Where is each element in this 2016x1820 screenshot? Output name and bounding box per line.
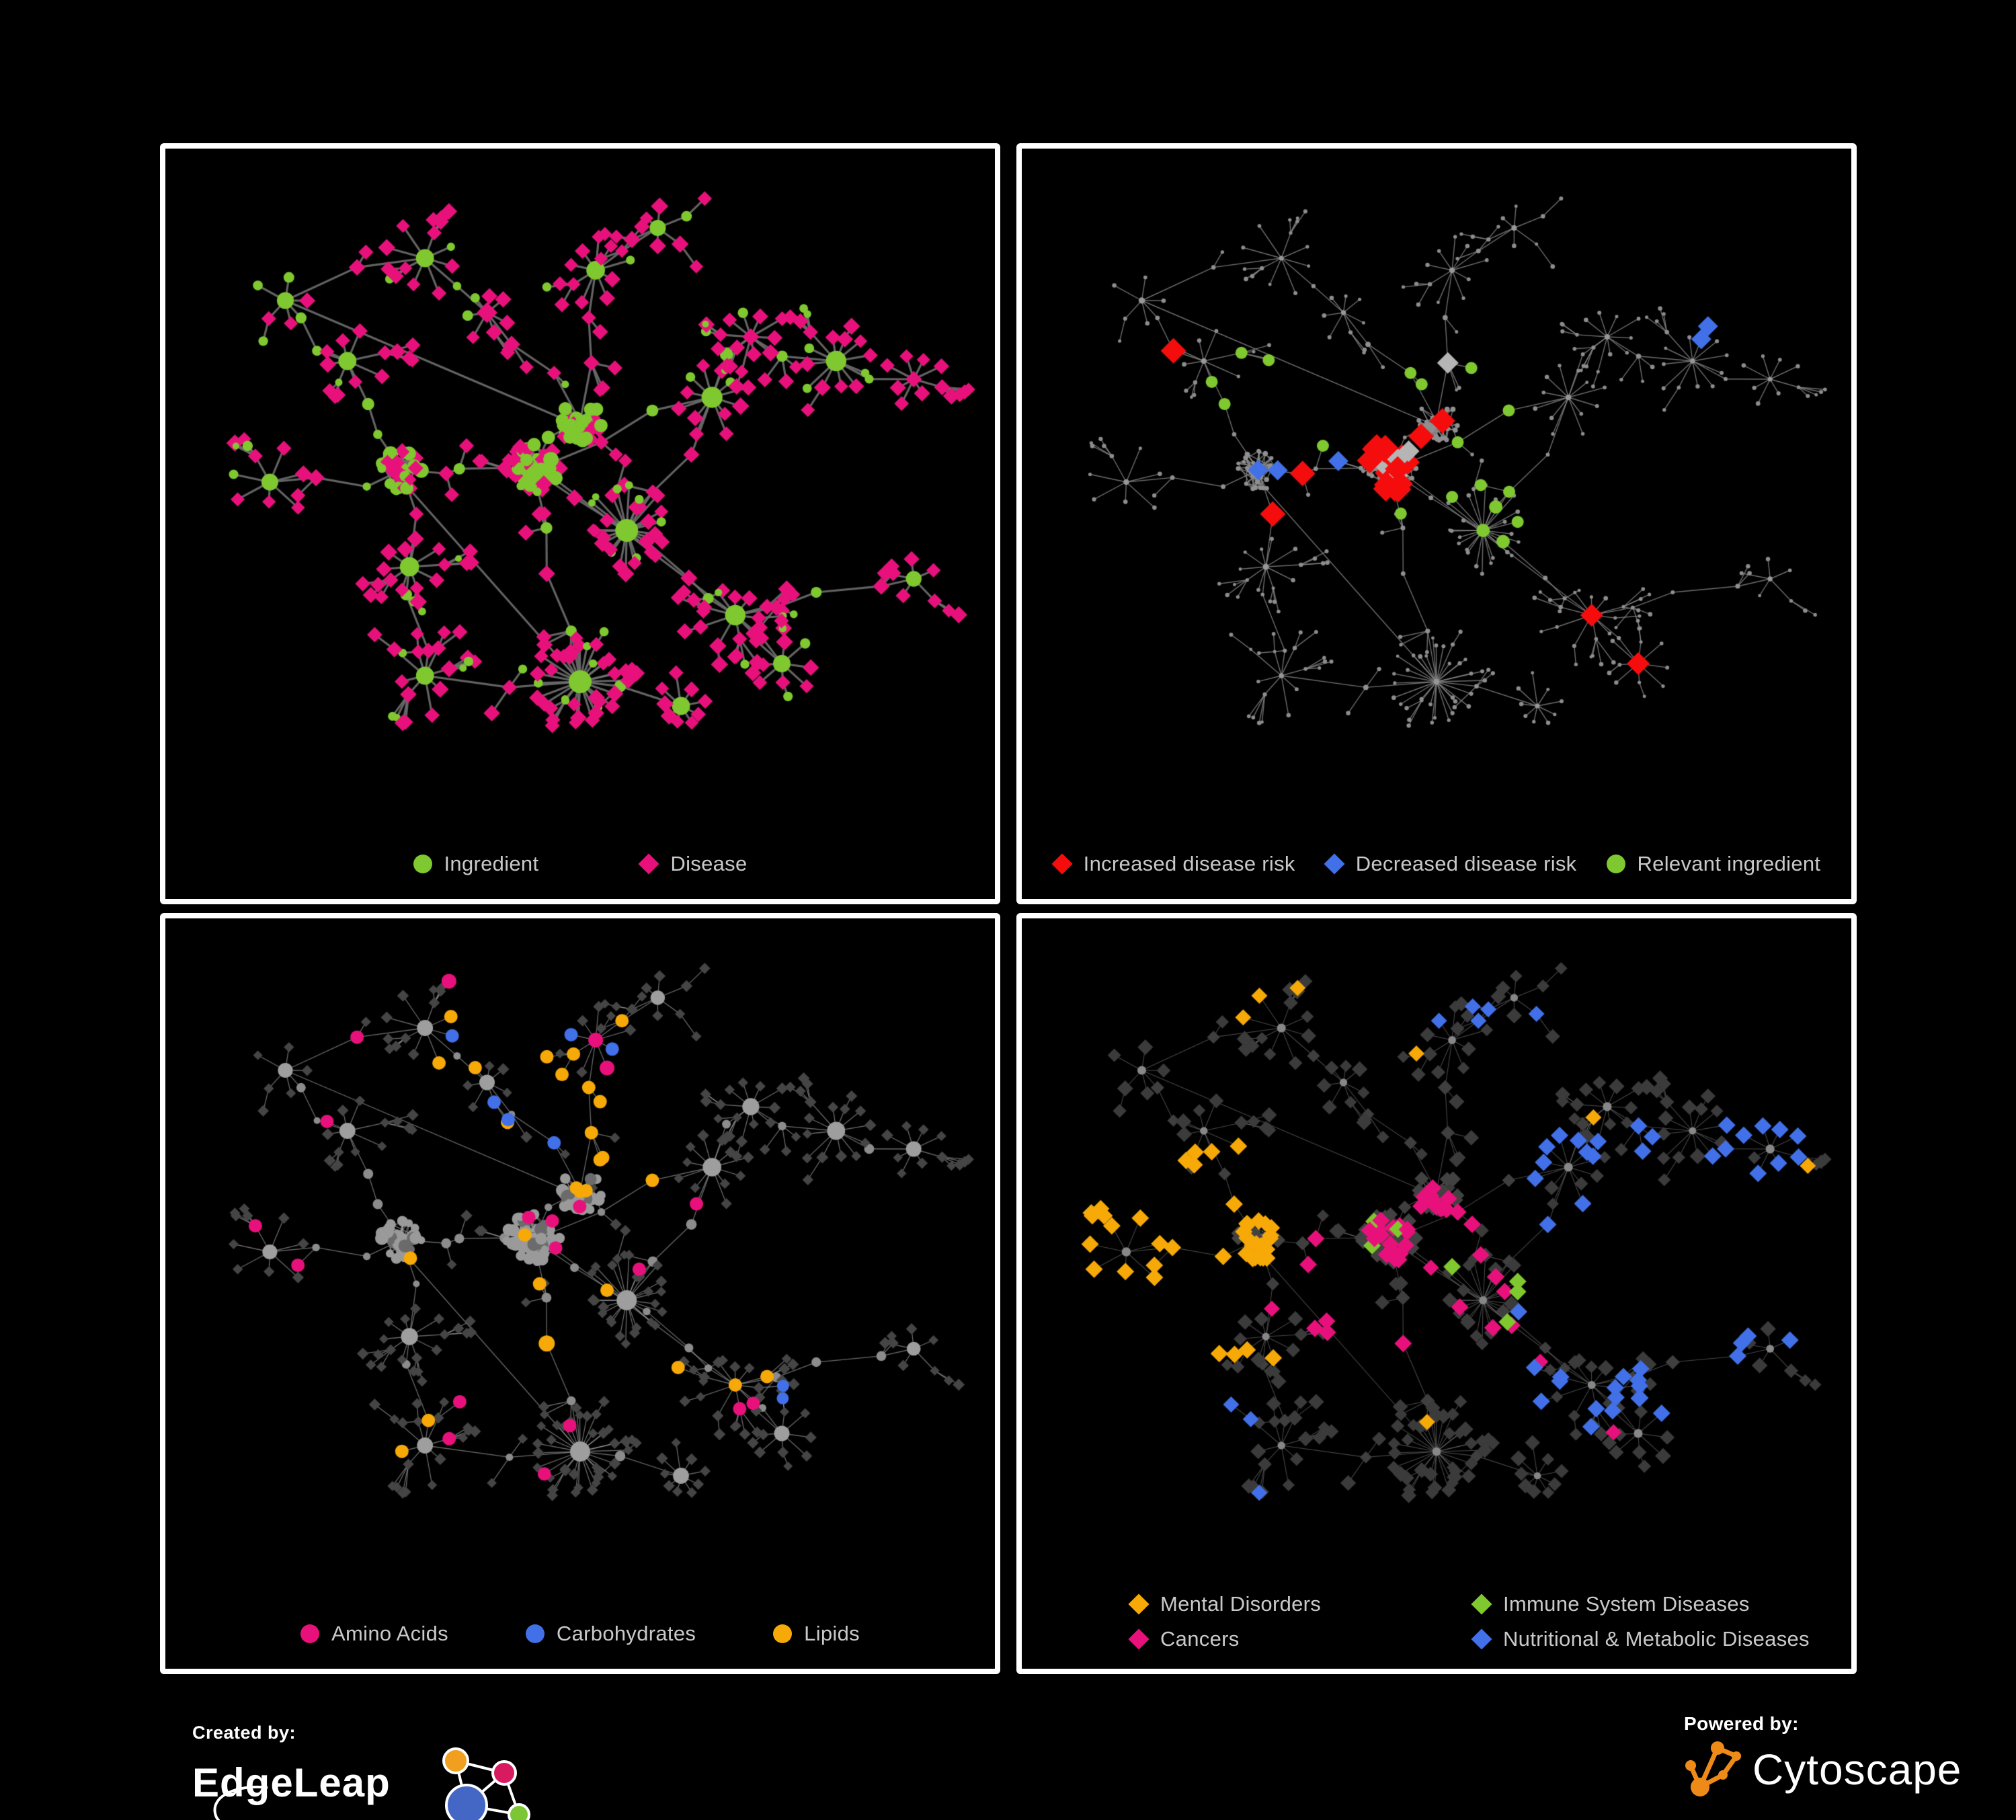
ingredient-disease-network-canvas bbox=[165, 149, 995, 828]
legend-item-lipids: Lipids bbox=[773, 1622, 860, 1646]
diamond-swatch-icon bbox=[1051, 853, 1073, 875]
legend-item-mental-disorders: Mental Disorders bbox=[1128, 1592, 1445, 1616]
nutrient-classes-legend: Amino Acids Carbohydrates Lipids bbox=[165, 1622, 995, 1646]
legend-label: Nutritional & Metabolic Diseases bbox=[1503, 1627, 1810, 1651]
edgeleap-wordmark: EdgeLeap bbox=[192, 1760, 391, 1805]
panel-grid: Ingredient Disease Increased disease risk… bbox=[160, 143, 1857, 1674]
created-by-label: Created by: bbox=[192, 1723, 296, 1743]
legend-item-increased-disease-risk: Increased disease risk bbox=[1051, 852, 1295, 876]
edgeleap-logo-icon bbox=[213, 1747, 530, 1820]
panel-disease-risk: Increased disease risk Decreased disease … bbox=[1016, 143, 1857, 904]
legend-label: Increased disease risk bbox=[1083, 852, 1295, 875]
panel-disease-classes: Mental Disorders Immune System Diseases Ca… bbox=[1016, 913, 1857, 1674]
legend-item-amino-acids: Amino Acids bbox=[300, 1622, 448, 1646]
legend-item-immune-system-diseases: Immune System Diseases bbox=[1471, 1592, 1810, 1616]
disease-classes-legend: Mental Disorders Immune System Diseases Ca… bbox=[1128, 1592, 1810, 1651]
powered-by-block: Powered by: Cytoscape bbox=[1684, 1713, 1962, 1802]
cytoscape-wordmark: Cytoscape bbox=[1752, 1745, 1962, 1794]
circle-swatch-icon bbox=[773, 1624, 793, 1643]
circle-swatch-icon bbox=[413, 855, 432, 873]
legend-label: Cancers bbox=[1160, 1627, 1240, 1651]
legend-item-relevant-ingredient: Relevant ingredient bbox=[1606, 852, 1821, 876]
created-by-block: Created by: EdgeLeap bbox=[192, 1723, 569, 1820]
disease-classes-network-canvas bbox=[1022, 918, 1851, 1597]
legend-label: Carbohydrates bbox=[556, 1622, 696, 1645]
legend-label: Immune System Diseases bbox=[1503, 1592, 1750, 1616]
legend-item-nutritional-metabolic-diseases: Nutritional & Metabolic Diseases bbox=[1471, 1627, 1810, 1651]
legend-label: Disease bbox=[670, 852, 748, 875]
diamond-swatch-icon bbox=[1128, 1593, 1150, 1615]
legend-label: Decreased disease risk bbox=[1355, 852, 1577, 875]
circle-swatch-icon bbox=[525, 1624, 545, 1643]
circle-swatch-icon bbox=[300, 1624, 320, 1643]
powered-by-label: Powered by: bbox=[1684, 1713, 1799, 1734]
legend-item-disease: Disease bbox=[638, 852, 748, 876]
legend-item-carbohydrates: Carbohydrates bbox=[525, 1622, 696, 1646]
diamond-swatch-icon bbox=[638, 853, 659, 875]
legend-item-ingredient: Ingredient bbox=[413, 852, 539, 876]
diamond-swatch-icon bbox=[1471, 1593, 1492, 1615]
panel-nutrient-classes: Amino Acids Carbohydrates Lipids bbox=[160, 913, 1000, 1674]
disease-risk-legend: Increased disease risk Decreased disease … bbox=[1022, 852, 1851, 876]
legend-label: Mental Disorders bbox=[1160, 1592, 1322, 1616]
diamond-swatch-icon bbox=[1324, 853, 1345, 875]
nutrient-classes-network-canvas bbox=[165, 918, 995, 1597]
legend-item-decreased-disease-risk: Decreased disease risk bbox=[1324, 852, 1577, 876]
legend-label: Relevant ingredient bbox=[1637, 852, 1821, 875]
ingredient-disease-legend: Ingredient Disease bbox=[165, 852, 995, 876]
legend-label: Lipids bbox=[804, 1622, 860, 1645]
diamond-swatch-icon bbox=[1128, 1628, 1150, 1650]
legend-label: Amino Acids bbox=[331, 1622, 448, 1645]
cytoscape-logo-icon bbox=[1685, 1741, 1741, 1796]
edgeleap-brand: EdgeLeap bbox=[192, 1743, 569, 1820]
disease-risk-network-canvas bbox=[1022, 149, 1851, 828]
circle-swatch-icon bbox=[1606, 855, 1625, 873]
legend-label: Ingredient bbox=[444, 852, 539, 875]
panel-ingredient-disease: Ingredient Disease bbox=[160, 143, 1000, 904]
diamond-swatch-icon bbox=[1471, 1628, 1492, 1650]
legend-item-cancers: Cancers bbox=[1128, 1627, 1445, 1651]
